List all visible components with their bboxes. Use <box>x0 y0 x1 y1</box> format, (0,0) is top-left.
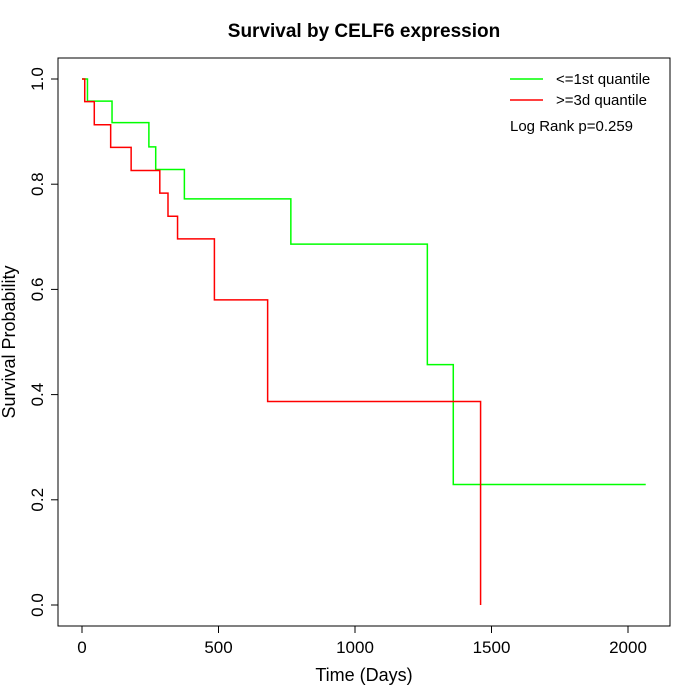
x-tick-label: 1500 <box>473 638 511 657</box>
chart-title: Survival by CELF6 expression <box>228 21 500 42</box>
series-layer <box>82 78 646 605</box>
series-line-1 <box>82 78 482 605</box>
y-tick-label: 0.8 <box>28 172 47 196</box>
x-axis-label: Time (Days) <box>315 665 412 685</box>
legend: <=1st quantile >=3d quantile <box>510 71 650 109</box>
y-tick-label: 0.4 <box>28 383 47 407</box>
x-tick-label: 500 <box>204 638 232 657</box>
series-line-0 <box>82 78 646 486</box>
log-rank-annotation: Log Rank p=0.259 <box>510 118 633 135</box>
plot-frame <box>57 57 671 627</box>
y-tick-label: 0.6 <box>28 278 47 302</box>
y-tick-label: 0.0 <box>28 593 47 617</box>
x-axis: 0 500 1000 1500 2000 <box>77 625 647 657</box>
y-axis-label: Survival Probability <box>0 265 19 418</box>
legend-label: >=3d quantile <box>556 92 647 109</box>
x-tick-label: 1000 <box>336 638 374 657</box>
y-tick-label: 0.2 <box>28 488 47 512</box>
x-tick-label: 2000 <box>609 638 647 657</box>
y-tick-label: 1.0 <box>28 67 47 91</box>
legend-label: <=1st quantile <box>556 71 650 88</box>
y-axis: 0.0 0.2 0.4 0.6 0.8 1.0 <box>28 67 59 617</box>
x-tick-label: 0 <box>77 638 86 657</box>
